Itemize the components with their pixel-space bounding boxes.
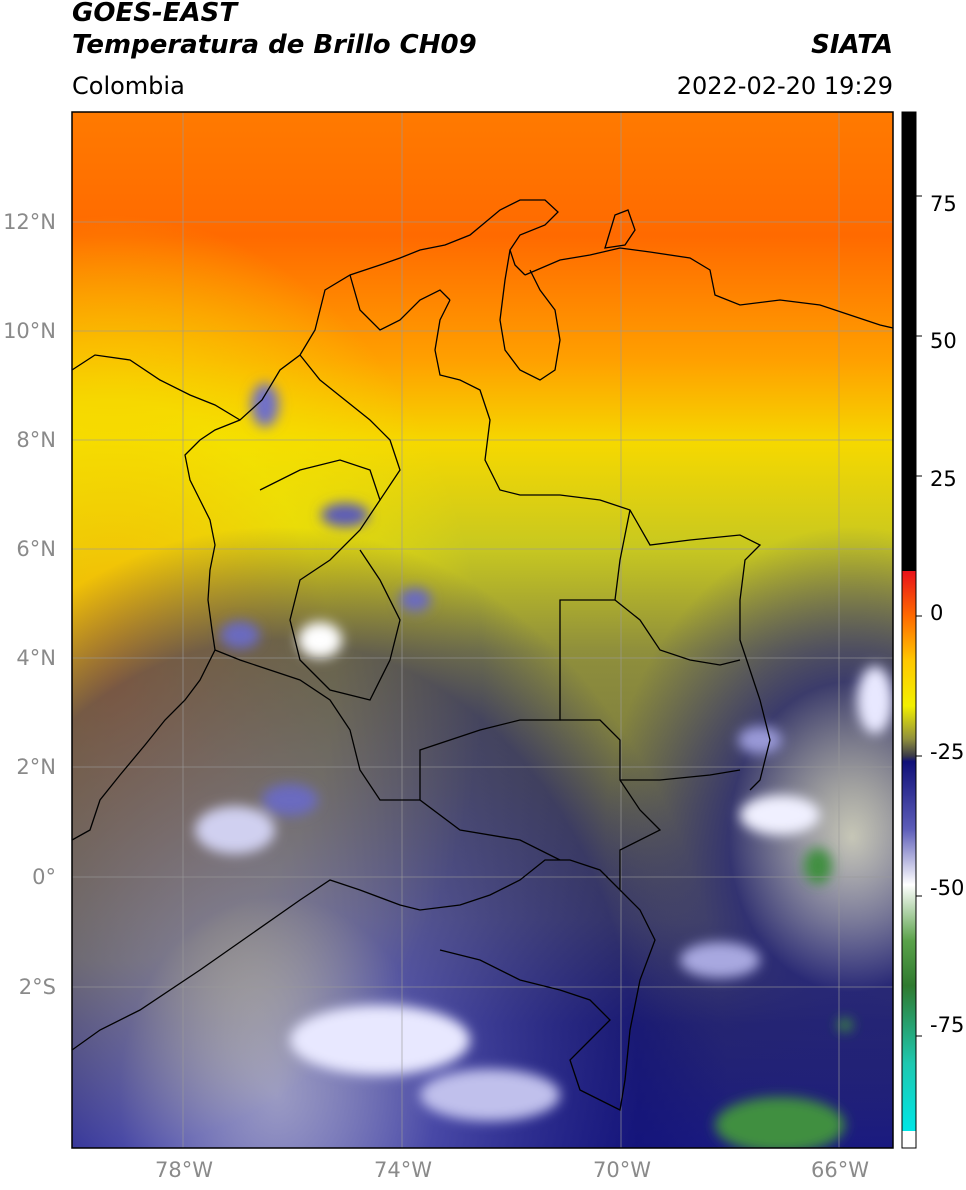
lat-label-4n: 4°N [16,646,56,670]
map-frame [71,111,894,1149]
graticule [72,112,893,1148]
colorbar-tick-50: 50 [930,329,957,353]
convective-cells [195,383,893,1148]
satellite-title: GOES-EAST [72,0,238,28]
colorbar-tick-25: 25 [930,467,957,491]
lon-label-70w: 70°W [593,1158,651,1182]
colorbar-tick-0: 0 [930,601,944,625]
lat-label-2n: 2°N [16,755,56,779]
lat-label-0: 0° [32,865,56,889]
country-borders [72,199,893,1111]
lat-label-12n: 12°N [3,210,56,234]
lat-label-8n: 8°N [16,428,56,452]
colorbar [901,111,922,1149]
lat-label-10n: 10°N [3,319,56,343]
colorbar-tick-minus25: -25 [930,740,965,764]
lat-label-6n: 6°N [16,537,56,561]
eastern-cloud-area [72,112,893,1148]
colorbar-tick-minus50: -50 [930,876,965,900]
source-label: SIATA [811,30,893,60]
colorbar-tick-minus75: -75 [930,1013,965,1037]
region-label: Colombia [72,72,185,100]
lat-label-2s: 2°S [18,975,56,999]
lon-label-78w: 78°W [155,1158,213,1182]
colorbar-tick-75: 75 [930,192,957,216]
product-title: Temperatura de Brillo CH09 [72,30,477,60]
lon-label-66w: 66°W [811,1158,869,1182]
colorbar-frame [901,111,917,1149]
lon-label-74w: 74°W [374,1158,432,1182]
colorbar-gradient [902,112,916,1148]
datetime-label: 2022-02-20 19:29 [676,72,893,100]
